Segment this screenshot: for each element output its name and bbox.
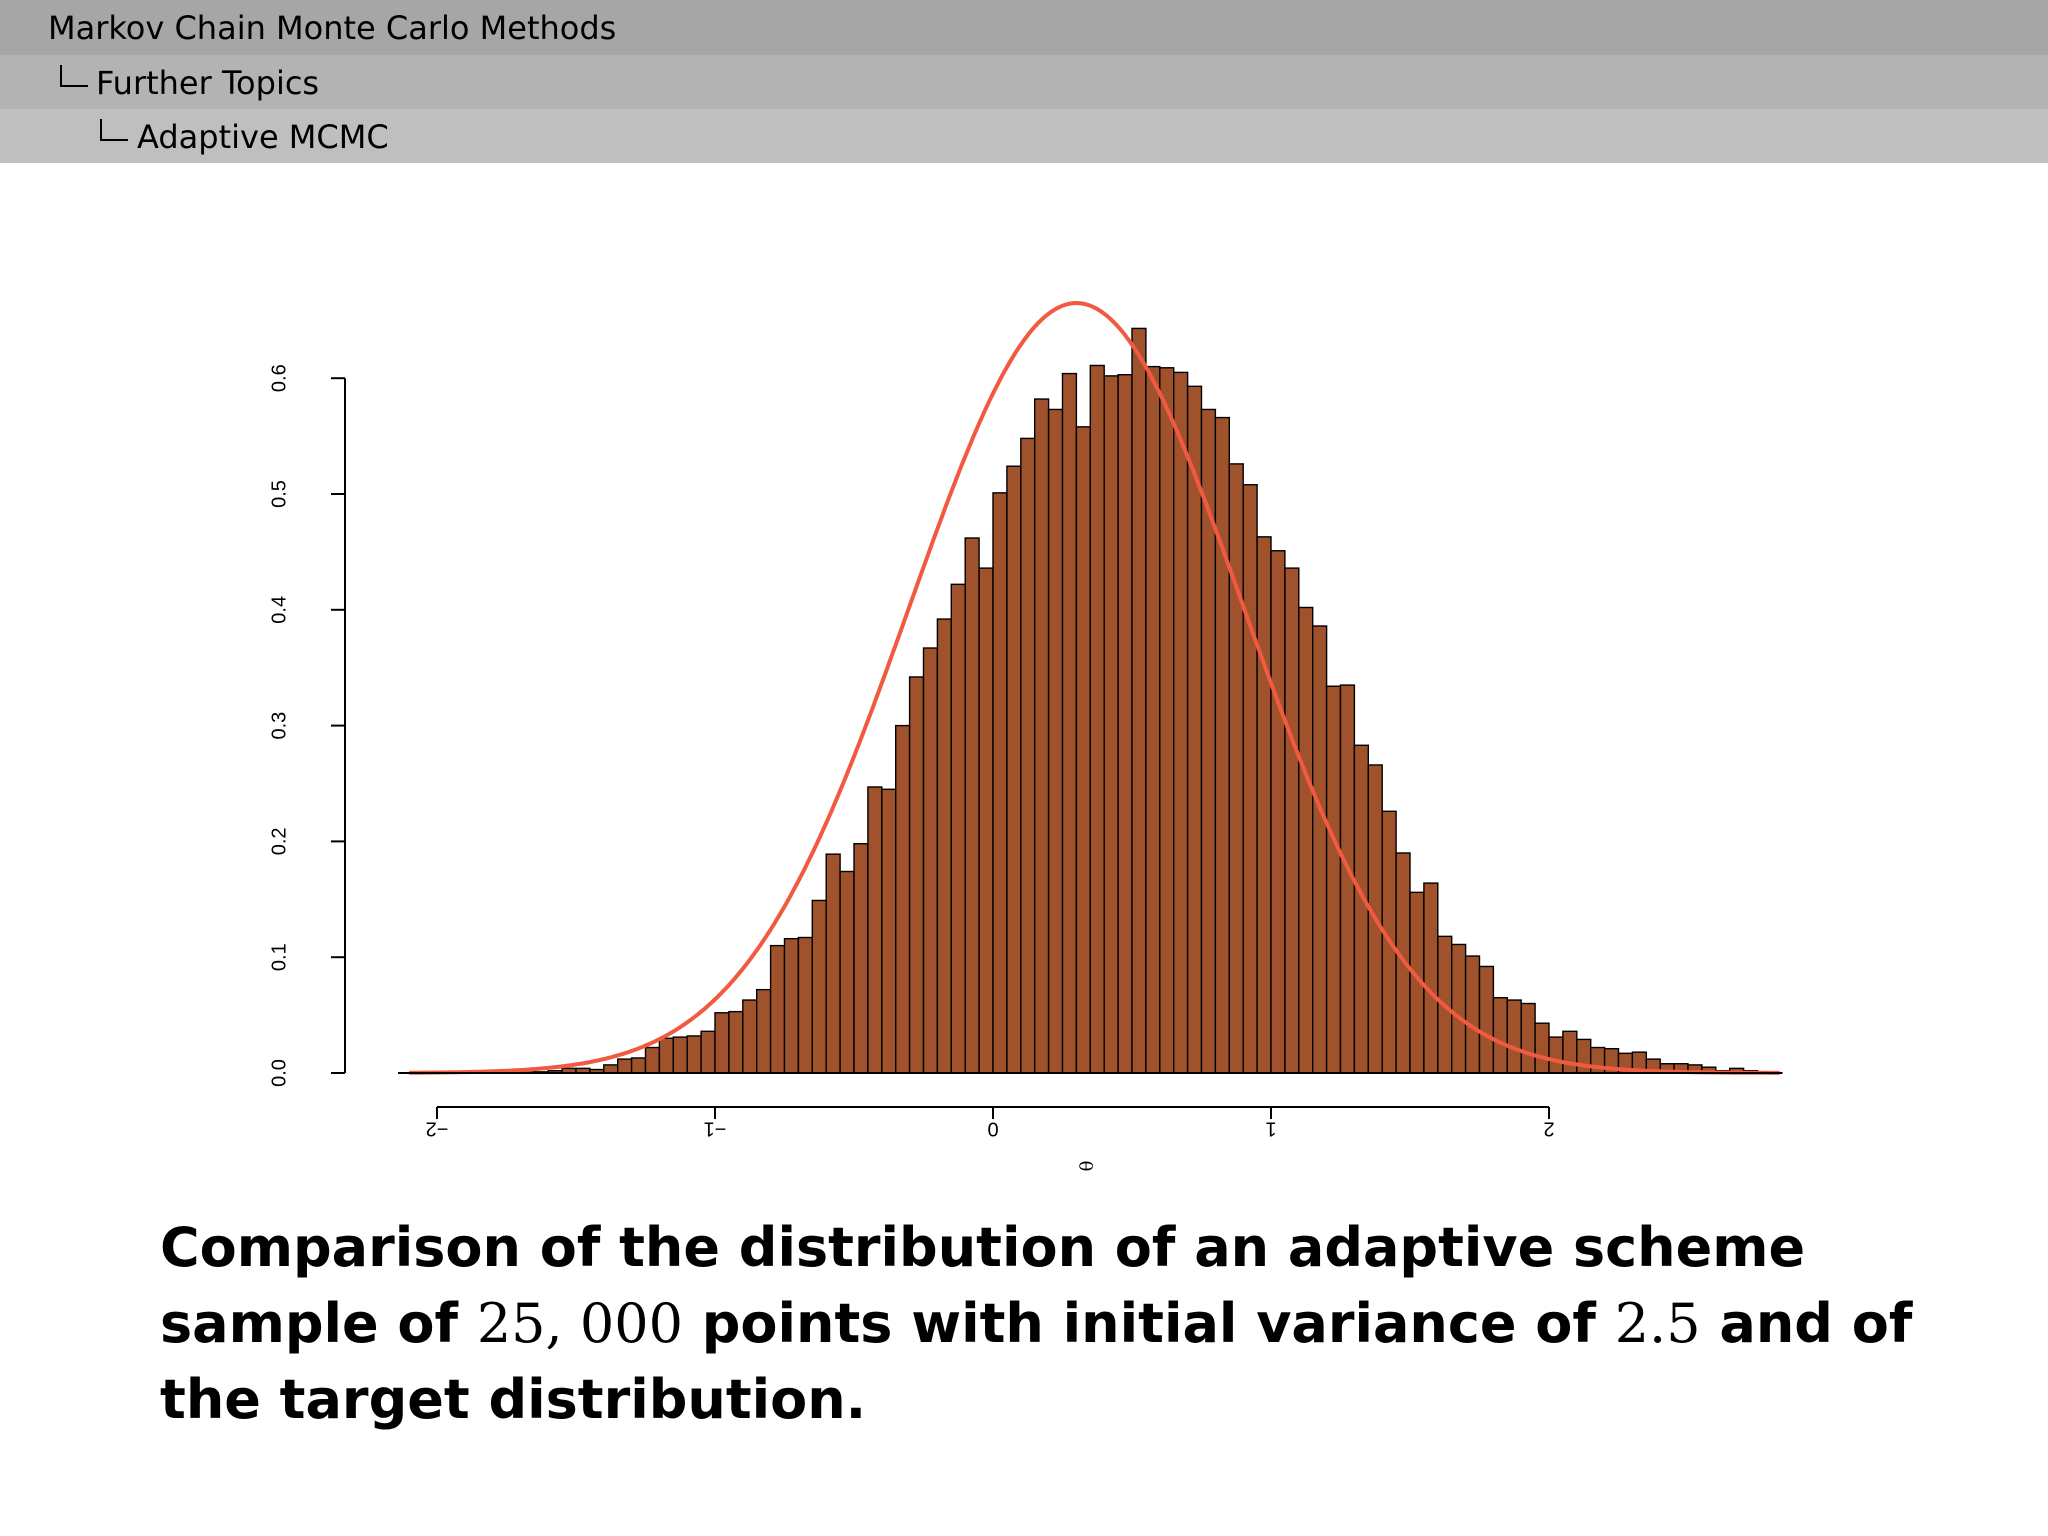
x-tick-label: 1 <box>1265 1118 1276 1140</box>
histogram-bar <box>895 724 911 1074</box>
histogram-bar <box>1562 1030 1578 1074</box>
histogram-bar <box>728 1010 744 1074</box>
histogram-bar <box>1242 484 1258 1074</box>
breadcrumb-subsection-title: Further Topics <box>96 64 320 102</box>
histogram-bar <box>992 492 1008 1074</box>
histogram-bar <box>839 870 855 1074</box>
histogram-bar <box>1548 1036 1564 1074</box>
histogram-bar <box>1061 372 1078 1074</box>
histogram-bar <box>742 999 758 1074</box>
histogram-bar <box>700 1030 716 1074</box>
histogram-bar <box>672 1036 688 1074</box>
histogram-bars <box>519 327 1759 1074</box>
histogram-bar <box>1006 465 1022 1074</box>
caption-text-1: Comparison of the distribution of an ada… <box>160 1216 1806 1355</box>
histogram-bar <box>936 618 953 1074</box>
histogram-bar <box>1117 374 1133 1074</box>
histogram-bar <box>617 1058 633 1074</box>
histogram-bar <box>1103 375 1119 1074</box>
histogram-bar <box>978 567 994 1074</box>
caption-variance: 2.5 <box>1614 1292 1701 1355</box>
histogram-bar <box>1020 437 1036 1074</box>
histogram-bar <box>1270 550 1286 1074</box>
histogram-bar <box>797 936 814 1074</box>
tree-elbow-icon <box>60 65 88 87</box>
histogram-bar <box>1089 364 1105 1074</box>
y-tick-label: 0.0 <box>268 1059 290 1087</box>
target-density-curve <box>409 300 1780 1075</box>
histogram-bar <box>603 1064 619 1074</box>
histogram-bar <box>1047 408 1064 1074</box>
histogram-bar <box>1228 463 1244 1074</box>
histogram-bar <box>769 944 786 1074</box>
histogram-bar <box>825 853 841 1074</box>
chart-axes: 0.0 0.1 0.2 0.3 0.4 0.5 0.6 −2 −1 0 1 2 θ <box>268 364 1783 1172</box>
histogram-bar <box>1492 997 1509 1074</box>
y-tick-label: 0.4 <box>268 596 290 624</box>
histogram-bar <box>1131 327 1147 1074</box>
x-tick-label: 2 <box>1543 1118 1554 1140</box>
breadcrumb-section-title: Markov Chain Monte Carlo Methods <box>48 9 617 47</box>
y-tick-label: 0.6 <box>268 364 290 392</box>
histogram-bar <box>630 1057 647 1074</box>
histogram-bar <box>1033 398 1050 1074</box>
histogram-bar <box>1506 999 1522 1074</box>
breadcrumb-level-1: Markov Chain Monte Carlo Methods <box>0 0 2048 55</box>
y-tick-label: 0.1 <box>268 943 290 971</box>
breadcrumb-frame-title: Adaptive MCMC <box>137 118 389 156</box>
histogram-bar <box>1353 744 1370 1074</box>
histogram-bar <box>756 988 772 1074</box>
histogram-bar <box>1075 426 1092 1074</box>
breadcrumb-level-2: Further Topics <box>0 55 2048 110</box>
y-tick-label: 0.2 <box>268 827 290 855</box>
histogram-bar <box>1159 367 1175 1074</box>
histogram-chart: 0.0 0.1 0.2 0.3 0.4 0.5 0.6 −2 −1 0 1 2 θ <box>268 300 1783 1172</box>
histogram-bar <box>1478 965 1495 1074</box>
histogram-bar <box>1145 365 1161 1074</box>
histogram-bar <box>908 676 925 1074</box>
caption-text-3: and of the target distribution. <box>160 1292 1913 1431</box>
caption-sample-size: 25, 000 <box>476 1292 683 1355</box>
histogram-bar <box>1284 567 1300 1074</box>
histogram-bar <box>1520 1002 1536 1074</box>
y-tick-label: 0.3 <box>268 712 290 740</box>
histogram-bar <box>644 1046 661 1074</box>
histogram-bar <box>1214 416 1231 1074</box>
histogram-bar <box>964 537 980 1074</box>
caption-text-2: points with initial variance of <box>682 1292 1615 1355</box>
x-tick-label: 0 <box>987 1118 998 1140</box>
histogram-bar <box>1464 955 1481 1074</box>
slide-caption: Comparison of the distribution of an ada… <box>160 1210 1920 1438</box>
histogram-bar <box>867 786 883 1074</box>
histogram-bar <box>1298 606 1314 1074</box>
histogram-bar <box>783 937 800 1074</box>
histogram-bar <box>714 1012 730 1074</box>
histogram-bar <box>658 1037 675 1074</box>
histogram-bar <box>686 1035 702 1074</box>
tree-elbow-icon <box>100 119 128 141</box>
histogram-bar <box>922 647 939 1074</box>
x-axis-label: θ <box>1075 1161 1096 1172</box>
histogram-bar <box>811 899 827 1074</box>
histogram-bar <box>1534 1022 1550 1074</box>
breadcrumb-level-3: Adaptive MCMC <box>0 109 2048 163</box>
histogram-bar <box>1256 536 1272 1074</box>
histogram-bar <box>1311 625 1328 1074</box>
histogram-bar <box>881 788 897 1074</box>
x-tick-label: −2 <box>426 1118 449 1140</box>
histogram-bar <box>1172 371 1189 1074</box>
histogram-bar <box>950 583 966 1074</box>
histogram-bar <box>1450 943 1467 1074</box>
histogram-bar <box>1325 685 1342 1074</box>
histogram-bar <box>1423 882 1439 1074</box>
x-tick-label: −1 <box>704 1118 727 1140</box>
y-tick-label: 0.5 <box>268 480 290 508</box>
histogram-bar <box>853 843 869 1074</box>
